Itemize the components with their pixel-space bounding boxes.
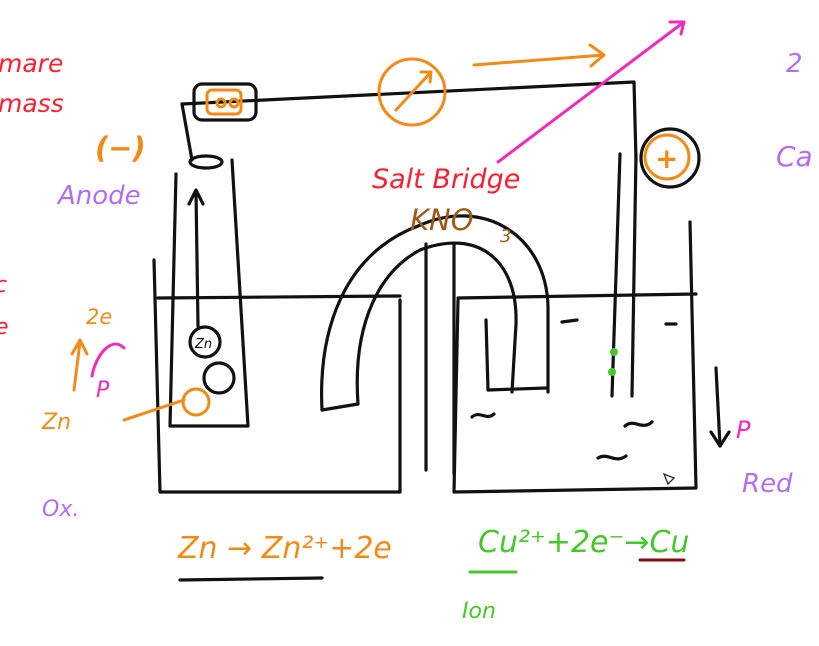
zn-atom bbox=[188, 325, 222, 359]
battery-terminal-right bbox=[228, 97, 240, 109]
battery-box bbox=[192, 82, 258, 122]
right-top-note-2: Ca bbox=[776, 140, 813, 173]
salt-bridge-pointer-head bbox=[668, 20, 686, 36]
electron-flow-arrow bbox=[472, 53, 606, 67]
cathode-electrode-left bbox=[610, 152, 622, 398]
zn-ion bbox=[202, 361, 236, 395]
left-edge-note-2: e bbox=[0, 315, 9, 340]
anode-upward-arrow bbox=[194, 190, 200, 328]
external-circuit bbox=[180, 43, 638, 162]
left-beaker-outline bbox=[152, 258, 402, 494]
reduction-label: Red bbox=[742, 469, 793, 499]
anode-label: Anode bbox=[56, 181, 141, 211]
right-p-mark: P bbox=[736, 416, 751, 444]
left-top-note-2: mass bbox=[0, 89, 64, 118]
cu-deposit-1 bbox=[610, 348, 618, 356]
salt-bridge-subscript: 3 bbox=[500, 226, 511, 247]
salt-bridge-outer-left bbox=[320, 224, 420, 412]
cursor-icon bbox=[662, 472, 676, 486]
solution-wave-1 bbox=[470, 412, 496, 419]
salt-bridge-compound: KNO bbox=[410, 203, 474, 237]
magenta-curve bbox=[90, 342, 126, 378]
cathode-sign-circle bbox=[643, 133, 691, 181]
anode-electrode bbox=[168, 158, 250, 428]
anode-sign: (−) bbox=[95, 131, 146, 165]
reduction-notes: P Red 2 Ca bbox=[709, 49, 813, 499]
right-beaker bbox=[452, 152, 698, 494]
solution-mark-1 bbox=[560, 318, 579, 324]
left-top-note-1: mare bbox=[0, 49, 63, 78]
cathode-sign: + bbox=[655, 142, 678, 175]
salt-bridge-left-end bbox=[320, 402, 360, 412]
salt-bridge-label: Salt Bridge bbox=[372, 164, 520, 195]
orange-up-arrow bbox=[72, 340, 82, 392]
salt-bridge-inner-right bbox=[418, 241, 518, 394]
electron-note: 2e bbox=[86, 305, 112, 329]
left-edge-notes: mare mass c e bbox=[0, 49, 64, 340]
voltmeter bbox=[377, 57, 447, 127]
cursor bbox=[662, 472, 676, 486]
anode-upward-arrow-head bbox=[187, 188, 205, 206]
salt-bridge-inner-left bbox=[355, 248, 422, 406]
salt-bridge-pointer bbox=[496, 20, 686, 164]
down-arrow bbox=[714, 366, 722, 448]
orange-zn-ion bbox=[181, 387, 211, 417]
voltmeter-needle bbox=[394, 70, 433, 112]
left-beaker: Zn bbox=[152, 154, 402, 494]
cathode-equation: Cu²⁺+2e⁻→Cu bbox=[478, 525, 689, 560]
cathode-electrode-right bbox=[630, 152, 638, 398]
left-wire-drop bbox=[180, 102, 194, 162]
down-arrow-head bbox=[709, 430, 731, 448]
salt-bridge-right-end bbox=[486, 386, 548, 392]
anode-equation-underline bbox=[178, 576, 324, 582]
orange-up-arrow-head bbox=[70, 338, 89, 356]
solution-wave-3 bbox=[596, 454, 628, 461]
anode-electrode-top bbox=[188, 154, 224, 170]
oxidation-notes: 2e P Zn Ox. bbox=[41, 305, 186, 522]
left-solution-level bbox=[156, 294, 402, 300]
top-wire bbox=[180, 80, 638, 162]
salt-bridge-outer-right bbox=[416, 214, 550, 394]
half-reactions: Zn → Zn²⁺+2e Cu²⁺+2e⁻→Cu Ion bbox=[177, 525, 689, 624]
zn-pointer bbox=[122, 398, 186, 422]
left-zn-note: Zn bbox=[41, 410, 71, 435]
cu-deposit-2 bbox=[608, 368, 616, 376]
left-p-mark: P bbox=[96, 378, 110, 403]
battery-terminal-left bbox=[215, 97, 227, 109]
anode-equation: Zn → Zn²⁺+2e bbox=[177, 531, 392, 566]
electron-flow-arrow-head bbox=[588, 43, 606, 68]
salt-bridge: Salt Bridge KNO 3 bbox=[320, 20, 686, 476]
right-solution-level bbox=[456, 292, 698, 300]
ion-label: Ion bbox=[462, 599, 496, 624]
solution-wave-2 bbox=[623, 420, 654, 428]
left-edge-note-1: c bbox=[0, 273, 7, 298]
cathode-sign-ring bbox=[639, 127, 701, 189]
right-top-note-1: 2 bbox=[786, 49, 803, 79]
right-beaker-outline bbox=[452, 220, 698, 494]
voltmeter-needle-head bbox=[419, 70, 433, 84]
oxidation-label: Ox. bbox=[42, 497, 79, 522]
anode-labels: (−) Anode bbox=[56, 131, 146, 211]
battery-inner bbox=[205, 88, 243, 116]
cathode-labels: + bbox=[639, 127, 701, 189]
zn-atom-label: Zn bbox=[194, 337, 212, 352]
salt-bridge-right-stem bbox=[484, 318, 490, 392]
